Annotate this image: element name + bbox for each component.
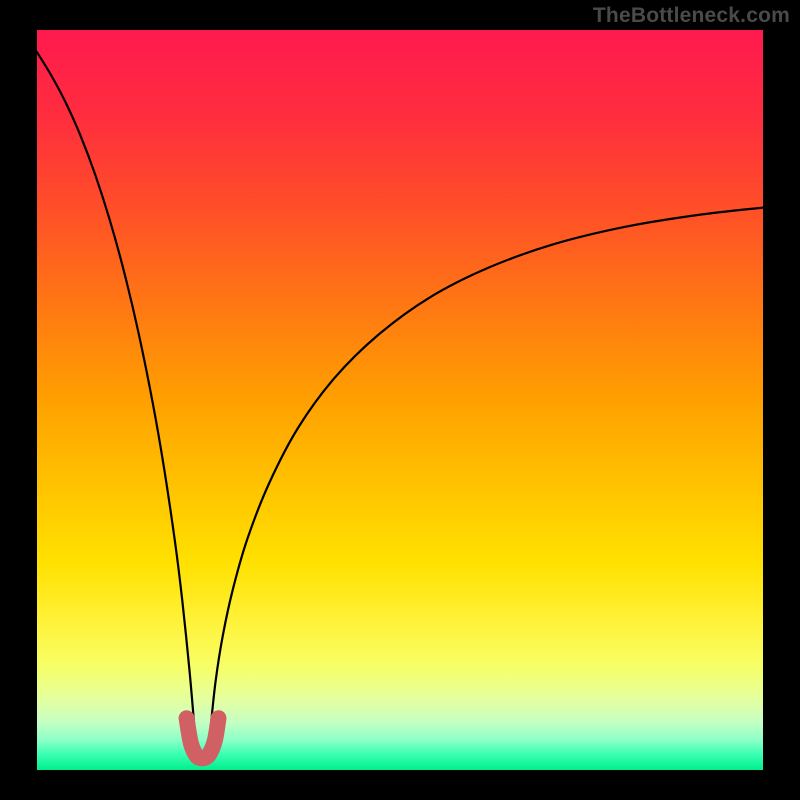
chart-stage: TheBottleneck.com — [0, 0, 800, 800]
bottleneck-chart — [0, 0, 800, 800]
watermark-text: TheBottleneck.com — [593, 4, 790, 28]
gradient-background — [37, 30, 763, 770]
